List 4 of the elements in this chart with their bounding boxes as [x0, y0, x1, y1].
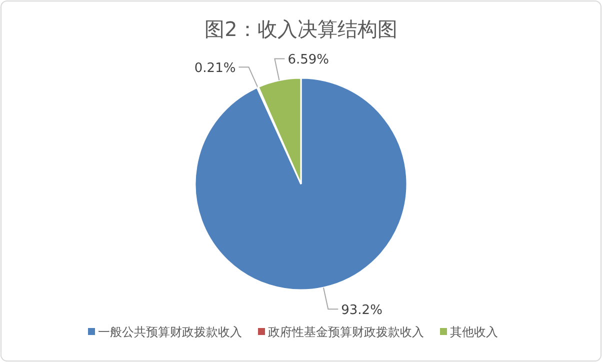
- legend-label: 政府性基金预算财政拨款收入: [268, 325, 424, 339]
- title: 图2：收入决算结构图: [204, 17, 398, 41]
- legend-label: 一般公共预算财政拨款收入: [98, 325, 242, 339]
- legend-label: 其他收入: [450, 325, 498, 339]
